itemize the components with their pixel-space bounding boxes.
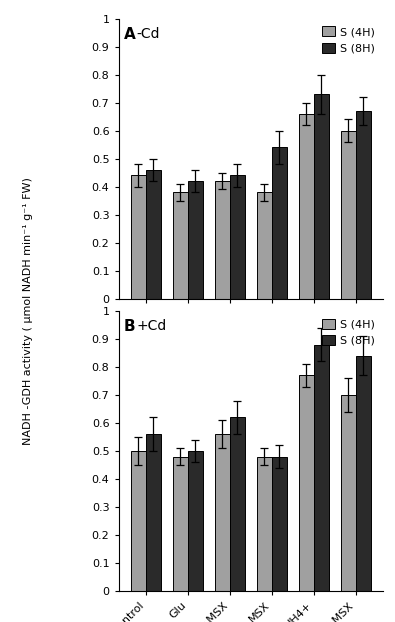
Bar	[230, 175, 245, 299]
Bar	[146, 434, 160, 591]
Bar	[173, 192, 188, 299]
Text: B: B	[124, 320, 135, 335]
Bar	[173, 457, 188, 591]
Bar	[146, 170, 160, 299]
Bar	[299, 114, 314, 299]
Bar	[215, 434, 230, 591]
Bar	[272, 147, 286, 299]
Bar	[341, 131, 356, 299]
Bar	[188, 451, 203, 591]
Bar	[356, 356, 371, 591]
Bar	[188, 181, 203, 299]
Text: +Cd: +Cd	[137, 320, 167, 333]
Legend: S (4H), S (8H): S (4H), S (8H)	[320, 317, 378, 348]
Bar	[131, 175, 146, 299]
Bar	[314, 345, 329, 591]
Text: NADH -GDH activity ( μmol NADH min⁻¹ g⁻¹ FW): NADH -GDH activity ( μmol NADH min⁻¹ g⁻¹…	[23, 177, 33, 445]
Bar	[356, 111, 371, 299]
Bar	[314, 94, 329, 299]
Text: -Cd: -Cd	[137, 27, 160, 41]
Bar	[257, 457, 272, 591]
Bar	[299, 376, 314, 591]
Bar	[341, 395, 356, 591]
Bar	[131, 451, 146, 591]
Bar	[257, 192, 272, 299]
Bar	[272, 457, 286, 591]
Bar	[215, 181, 230, 299]
Legend: S (4H), S (8H): S (4H), S (8H)	[320, 24, 378, 56]
Bar	[230, 417, 245, 591]
Text: A: A	[124, 27, 135, 42]
